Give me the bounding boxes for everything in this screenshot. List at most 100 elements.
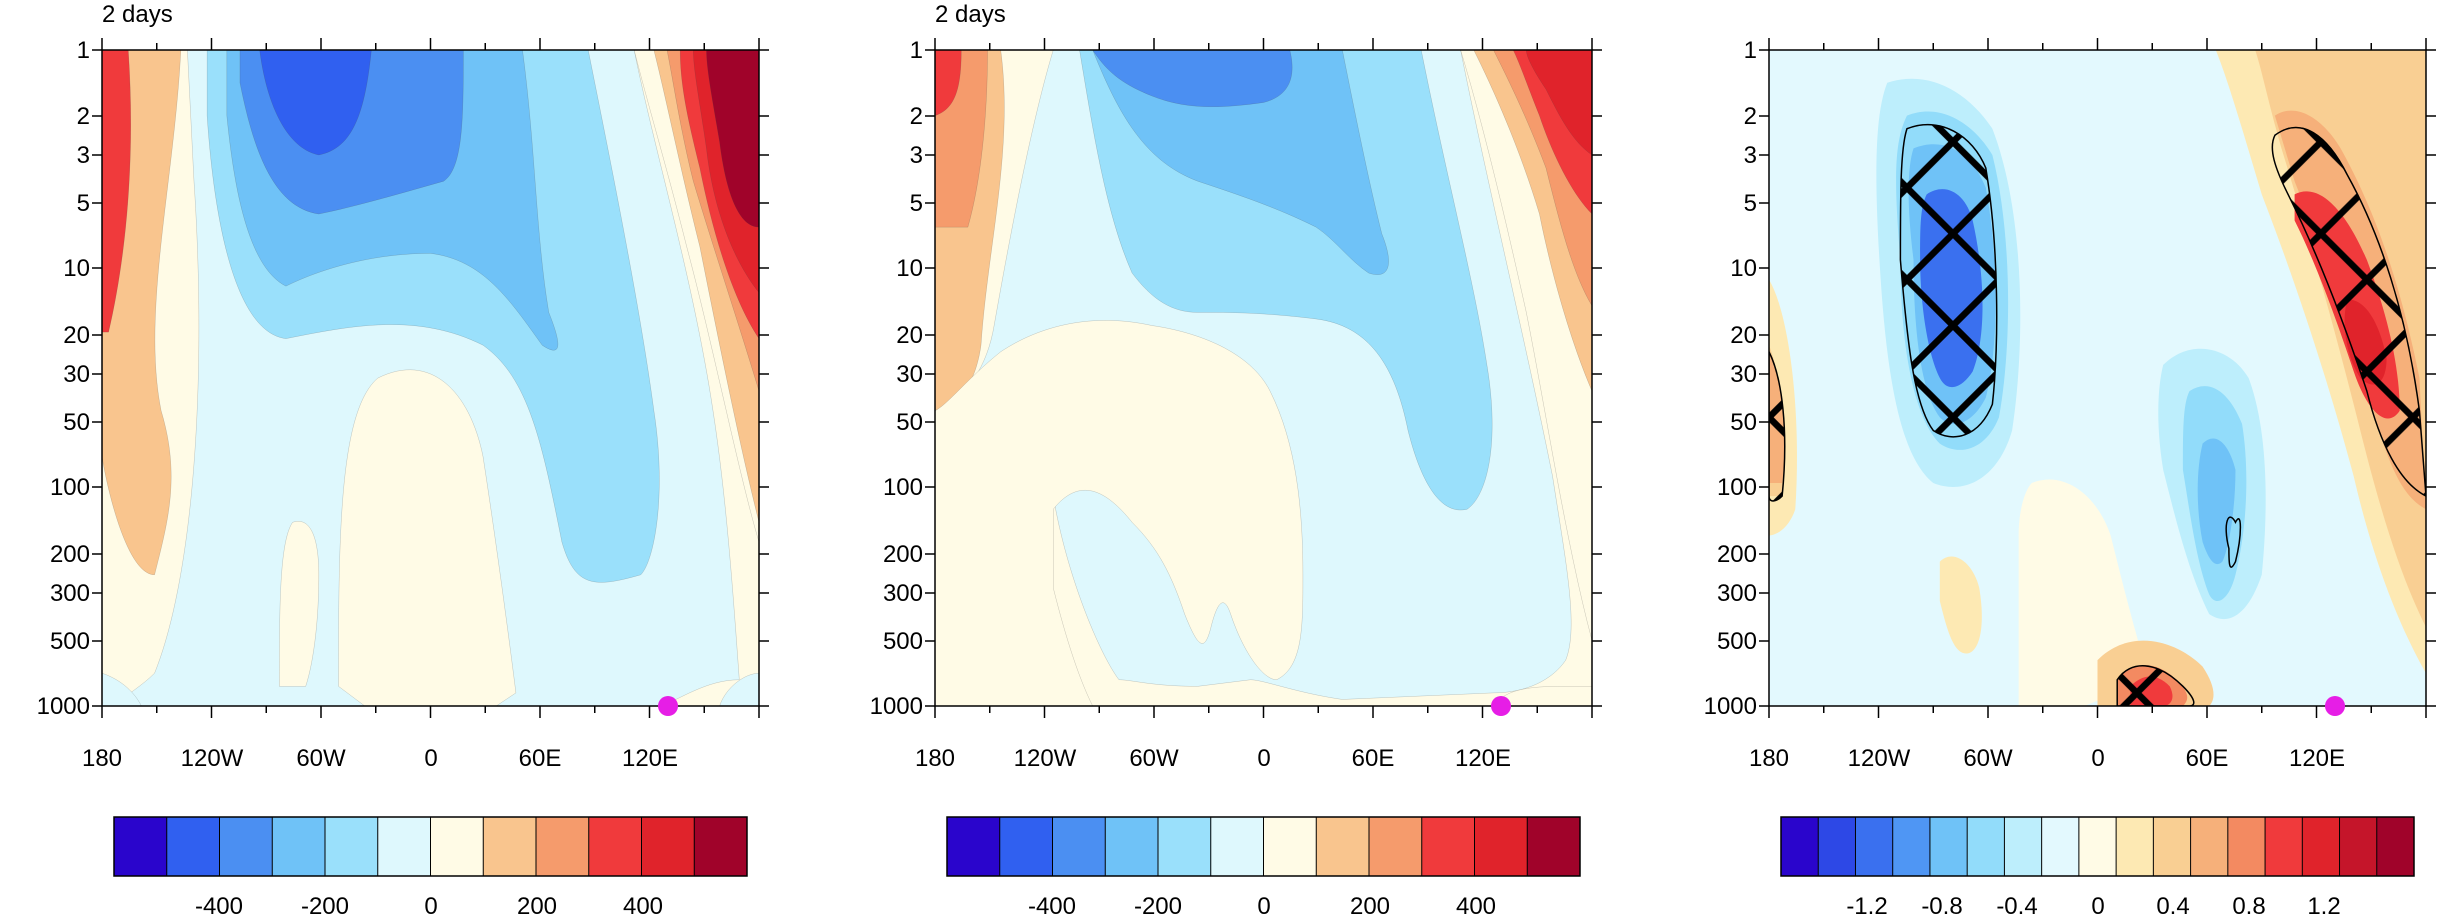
panel-3-colorbar-labels: -1.2 -0.8 -0.4 0 0.4 0.8 1.2 xyxy=(1846,893,2340,917)
x-tick-label: 120E xyxy=(1455,745,1511,772)
y-tick-label: 1000 xyxy=(1704,693,1757,720)
y-tick-label: 100 xyxy=(1717,474,1757,501)
colorbar-swatch xyxy=(2004,817,2043,876)
colorbar-swatch xyxy=(2116,817,2154,876)
y-tick-label: 500 xyxy=(50,628,90,655)
y-tick-label: 30 xyxy=(1730,361,1757,388)
y-tick-label: 300 xyxy=(883,580,923,607)
colorbar-swatch xyxy=(1781,817,1819,876)
x-tick-label: 60W xyxy=(296,745,346,772)
panel-1: 2 days 1 2 3 5 xyxy=(37,1,769,917)
x-tick-label: 180 xyxy=(82,745,122,772)
colorbar-swatch xyxy=(2302,817,2341,876)
colorbar-swatch xyxy=(536,817,590,876)
panel-1-colorbar-labels: -400 -200 0 200 400 xyxy=(195,893,663,917)
x-tick-label: 60E xyxy=(2186,745,2229,772)
panel-3-y-labels: 1 2 3 5 10 20 30 50 100 200 300 500 1000 xyxy=(1704,37,1757,720)
x-tick-label: 60E xyxy=(519,745,562,772)
y-tick-label: 1000 xyxy=(870,693,923,720)
p2-cream-lobe xyxy=(935,320,1303,706)
y-tick-label: 3 xyxy=(77,142,90,169)
colorbar-swatch xyxy=(1474,817,1528,876)
x-tick-label: 180 xyxy=(915,745,955,772)
colorbar-swatch xyxy=(1421,817,1475,876)
colorbar-frame xyxy=(113,816,748,877)
panel-2-colorbar-labels: -400 -200 0 200 400 xyxy=(1028,893,1496,917)
y-tick-label: 50 xyxy=(896,409,923,436)
p2-blue-3 xyxy=(1093,50,1292,107)
y-tick-label: 50 xyxy=(1730,409,1757,436)
y-tick-label: 500 xyxy=(883,628,923,655)
x-tick-label: 60W xyxy=(1129,745,1179,772)
y-tick-label: 5 xyxy=(910,190,923,217)
panel-2-marker xyxy=(1491,696,1511,716)
colorbar-swatch xyxy=(1967,817,2005,876)
x-tick-label: 60W xyxy=(1963,745,2013,772)
panel-3-plot xyxy=(1769,50,2426,706)
colorbar-label: -0.8 xyxy=(1921,893,1962,917)
colorbar-swatch xyxy=(999,817,1053,876)
x-tick-label: 120W xyxy=(181,745,244,772)
x-tick-label: 180 xyxy=(1749,745,1789,772)
colorbar-swatch xyxy=(2041,817,2080,876)
panel-2-x-ticks xyxy=(934,38,1593,718)
y-tick-label: 20 xyxy=(896,322,923,349)
y-tick-label: 1 xyxy=(910,37,923,64)
colorbar-frame xyxy=(1780,816,2415,877)
colorbar-label: 0 xyxy=(2091,893,2104,917)
panel-2-colorbar xyxy=(946,816,1581,877)
y-tick-label: 200 xyxy=(50,541,90,568)
panel-2-y-ticks xyxy=(925,49,1602,707)
p1-sw-patch xyxy=(102,673,141,706)
y-tick-label: 30 xyxy=(63,361,90,388)
y-tick-label: 1 xyxy=(1744,37,1757,64)
panel-1-x-labels: 180 120W 60W 0 60E 120E xyxy=(82,745,678,772)
colorbar-label: -200 xyxy=(1134,893,1182,917)
colorbar-label: 400 xyxy=(623,893,663,917)
colorbar-swatch xyxy=(2153,817,2192,876)
x-tick-label: 120E xyxy=(622,745,678,772)
colorbar-label: 0.8 xyxy=(2232,893,2265,917)
y-tick-label: 200 xyxy=(883,541,923,568)
panel-2-x-labels: 180 120W 60W 0 60E 120E xyxy=(915,745,1511,772)
p1-red-west xyxy=(102,50,131,332)
panel-1-title: 2 days xyxy=(102,1,173,28)
panel-1-colorbar xyxy=(113,816,748,877)
colorbar-swatch xyxy=(1263,817,1317,876)
y-tick-label: 30 xyxy=(896,361,923,388)
y-tick-label: 300 xyxy=(50,580,90,607)
colorbar-label: -1.2 xyxy=(1846,893,1887,917)
y-tick-label: 5 xyxy=(77,190,90,217)
p3-cream-lower-2 xyxy=(1939,556,1982,654)
p3-hatch-red xyxy=(2272,128,2426,497)
colorbar-label: 200 xyxy=(517,893,557,917)
panel-1-y-ticks xyxy=(92,49,769,707)
colorbar-label: 0.4 xyxy=(2156,893,2189,917)
x-tick-label: 120W xyxy=(1848,745,1911,772)
y-tick-label: 100 xyxy=(883,474,923,501)
panel-3-marker xyxy=(2325,696,2345,716)
y-tick-label: 100 xyxy=(50,474,90,501)
p2-east-5 xyxy=(1526,50,1592,155)
p3-contour-east-blue xyxy=(2226,517,2240,567)
colorbar-label: -400 xyxy=(1028,893,1076,917)
y-tick-label: 2 xyxy=(910,103,923,130)
p3-hatch-west xyxy=(1769,352,1785,501)
y-tick-label: 3 xyxy=(1744,142,1757,169)
y-tick-label: 20 xyxy=(1730,322,1757,349)
x-tick-label: 60E xyxy=(1352,745,1395,772)
colorbar-swatch xyxy=(1316,817,1370,876)
colorbar-swatch xyxy=(430,817,484,876)
colorbar-swatch xyxy=(2376,817,2415,876)
colorbar-swatch xyxy=(2190,817,2229,876)
colorbar-swatch xyxy=(114,817,168,876)
colorbar-swatch xyxy=(2265,817,2303,876)
panel-3-y-ticks xyxy=(1759,49,2436,707)
colorbar-label: 1.2 xyxy=(2307,893,2340,917)
colorbar-label: -200 xyxy=(301,893,349,917)
y-tick-label: 10 xyxy=(1730,255,1757,282)
panel-1-y-labels: 1 2 3 5 10 20 30 50 100 200 300 500 1000 xyxy=(37,37,90,720)
colorbar-swatch xyxy=(1855,817,1894,876)
colorbar-swatch xyxy=(2227,817,2266,876)
y-tick-label: 2 xyxy=(1744,103,1757,130)
